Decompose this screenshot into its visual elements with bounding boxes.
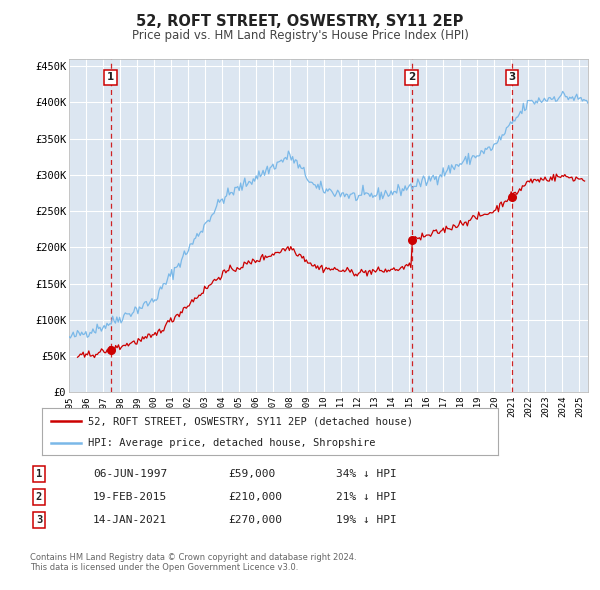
Text: £210,000: £210,000 xyxy=(228,492,282,502)
Text: 14-JAN-2021: 14-JAN-2021 xyxy=(93,515,167,525)
Text: 3: 3 xyxy=(36,515,42,525)
Text: 19-FEB-2015: 19-FEB-2015 xyxy=(93,492,167,502)
Text: HPI: Average price, detached house, Shropshire: HPI: Average price, detached house, Shro… xyxy=(88,438,375,448)
Text: 2: 2 xyxy=(36,492,42,502)
Text: 21% ↓ HPI: 21% ↓ HPI xyxy=(336,492,397,502)
Text: 1: 1 xyxy=(107,73,114,83)
Text: 52, ROFT STREET, OSWESTRY, SY11 2EP (detached house): 52, ROFT STREET, OSWESTRY, SY11 2EP (det… xyxy=(88,416,413,426)
Text: 2: 2 xyxy=(408,73,415,83)
Text: £270,000: £270,000 xyxy=(228,515,282,525)
Text: 3: 3 xyxy=(508,73,516,83)
Text: 34% ↓ HPI: 34% ↓ HPI xyxy=(336,469,397,478)
Text: Contains HM Land Registry data © Crown copyright and database right 2024.: Contains HM Land Registry data © Crown c… xyxy=(30,553,356,562)
Text: 52, ROFT STREET, OSWESTRY, SY11 2EP: 52, ROFT STREET, OSWESTRY, SY11 2EP xyxy=(136,14,464,28)
Text: 06-JUN-1997: 06-JUN-1997 xyxy=(93,469,167,478)
Text: 19% ↓ HPI: 19% ↓ HPI xyxy=(336,515,397,525)
Text: £59,000: £59,000 xyxy=(228,469,275,478)
Text: Price paid vs. HM Land Registry's House Price Index (HPI): Price paid vs. HM Land Registry's House … xyxy=(131,30,469,42)
Text: 1: 1 xyxy=(36,469,42,478)
Text: This data is licensed under the Open Government Licence v3.0.: This data is licensed under the Open Gov… xyxy=(30,563,298,572)
